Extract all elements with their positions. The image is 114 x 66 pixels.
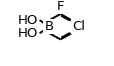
Text: F: F xyxy=(56,0,64,13)
Text: Cl: Cl xyxy=(72,20,85,33)
Text: HO: HO xyxy=(17,14,38,27)
Text: HO: HO xyxy=(17,27,38,40)
Text: B: B xyxy=(44,20,53,33)
